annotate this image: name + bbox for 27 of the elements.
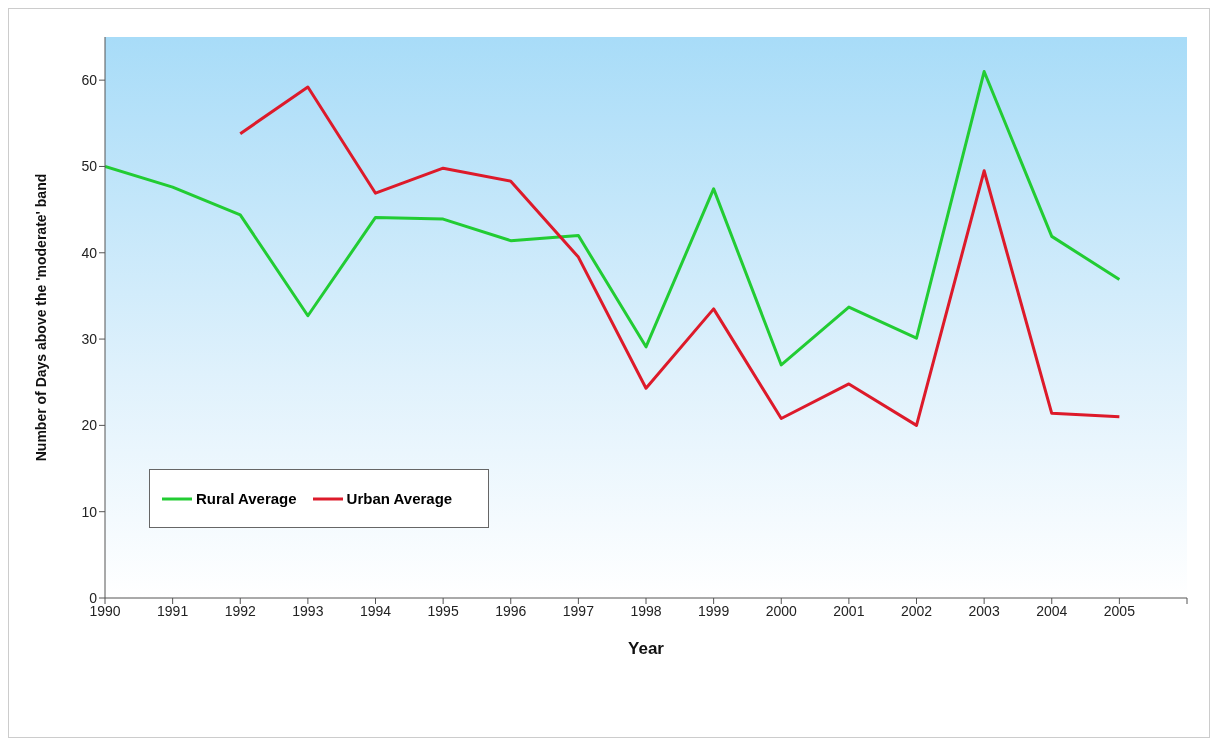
y-axis-title: Number of Days above the 'moderate' band bbox=[32, 173, 49, 462]
legend-label: Urban Average bbox=[345, 490, 453, 507]
x-tick-label: 1991 bbox=[157, 602, 189, 619]
line-series bbox=[238, 85, 1121, 427]
x-tick-label: 1997 bbox=[562, 602, 595, 619]
x-tick-label: 2001 bbox=[833, 602, 865, 619]
x-tick-label: 1999 bbox=[698, 602, 730, 619]
y-tick-label: 10 bbox=[81, 503, 98, 520]
x-tick-label: 2004 bbox=[1036, 602, 1068, 619]
x-tick-label: 2002 bbox=[900, 602, 933, 619]
y-tick-label: 30 bbox=[81, 331, 98, 348]
x-tick-label: 2005 bbox=[1103, 602, 1136, 619]
x-tick-label: 2000 bbox=[765, 602, 798, 619]
x-tick-label: 1996 bbox=[495, 602, 527, 619]
y-tick-label: 60 bbox=[81, 72, 98, 89]
x-tick-label: 1993 bbox=[292, 602, 324, 619]
y-tick-label: 50 bbox=[81, 158, 98, 175]
x-tick-label: 1992 bbox=[224, 602, 257, 619]
x-tick-label: 1995 bbox=[427, 602, 459, 619]
y-tick-label: 40 bbox=[81, 244, 98, 261]
x-axis-title: Year bbox=[628, 639, 665, 658]
x-tick-label: 2003 bbox=[968, 602, 1000, 619]
y-tick-label: 20 bbox=[81, 417, 98, 434]
x-tick-label: 1998 bbox=[630, 602, 662, 619]
x-tick-label: 1994 bbox=[359, 602, 392, 619]
legend-label: Rural Average bbox=[195, 490, 297, 507]
line-series bbox=[105, 70, 1121, 367]
